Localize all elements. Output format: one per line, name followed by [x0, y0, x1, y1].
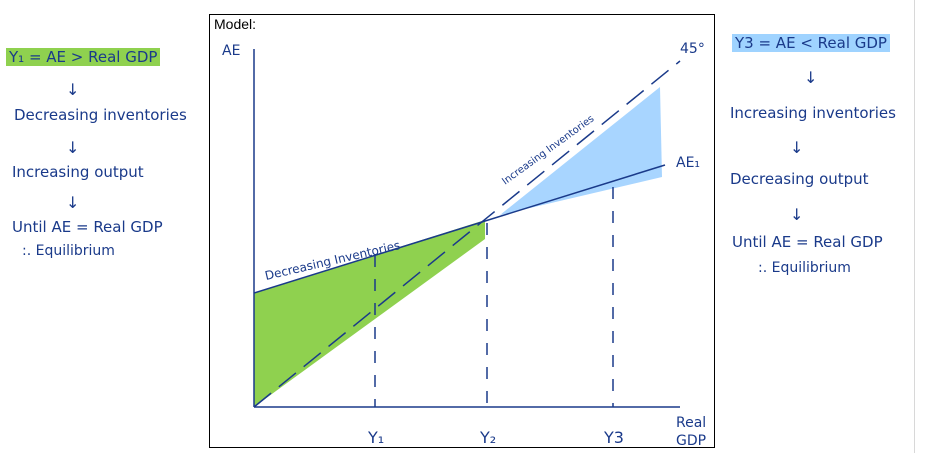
ae-diagram: AE Real GDP 45° AE₁ Decreasing Inventori… [222, 41, 706, 449]
down-arrow-icon: ↓ [790, 205, 804, 224]
45-degree-line [253, 60, 681, 408]
increasing-inventories-region [500, 87, 662, 215]
tick-label-y3: Y3 [603, 428, 624, 447]
y-axis-label: AE [222, 43, 240, 59]
right-note-inventories: Increasing inventories [730, 104, 896, 122]
down-arrow-icon: ↓ [804, 68, 818, 87]
left-note-output: Increasing output [12, 163, 144, 181]
down-arrow-icon: ↓ [66, 193, 80, 212]
left-note-equilibrium: :. Equilibrium [22, 243, 115, 259]
right-note-until: Until AE = Real GDP [732, 233, 883, 251]
tick-label-y2: Y₂ [479, 428, 496, 447]
down-arrow-icon: ↓ [790, 138, 804, 157]
left-note-inventories: Decreasing inventories [14, 106, 187, 124]
right-note-equilibrium: :. Equilibrium [758, 260, 851, 276]
scrollbar-edge [914, 0, 915, 453]
ae1-label: AE₁ [676, 155, 700, 171]
left-note-condition: Y₁ = AE > Real GDP [6, 48, 161, 66]
x-axis-label-gdp: GDP [676, 433, 706, 449]
model-label: Model: [214, 16, 257, 32]
ae1-line [253, 164, 666, 294]
right-note-condition: Y3 = AE < Real GDP [732, 34, 890, 52]
down-arrow-icon: ↓ [66, 80, 80, 99]
down-arrow-icon: ↓ [66, 138, 80, 157]
right-note-output: Decreasing output [730, 170, 869, 188]
45-degree-label: 45° [680, 41, 705, 57]
model-diagram-frame: Model: AE Real GDP 45° AE₁ Decreasing In… [209, 14, 715, 449]
x-axis-label-real: Real [676, 415, 706, 431]
tick-label-y1: Y₁ [367, 428, 384, 447]
left-note-until: Until AE = Real GDP [12, 218, 163, 236]
